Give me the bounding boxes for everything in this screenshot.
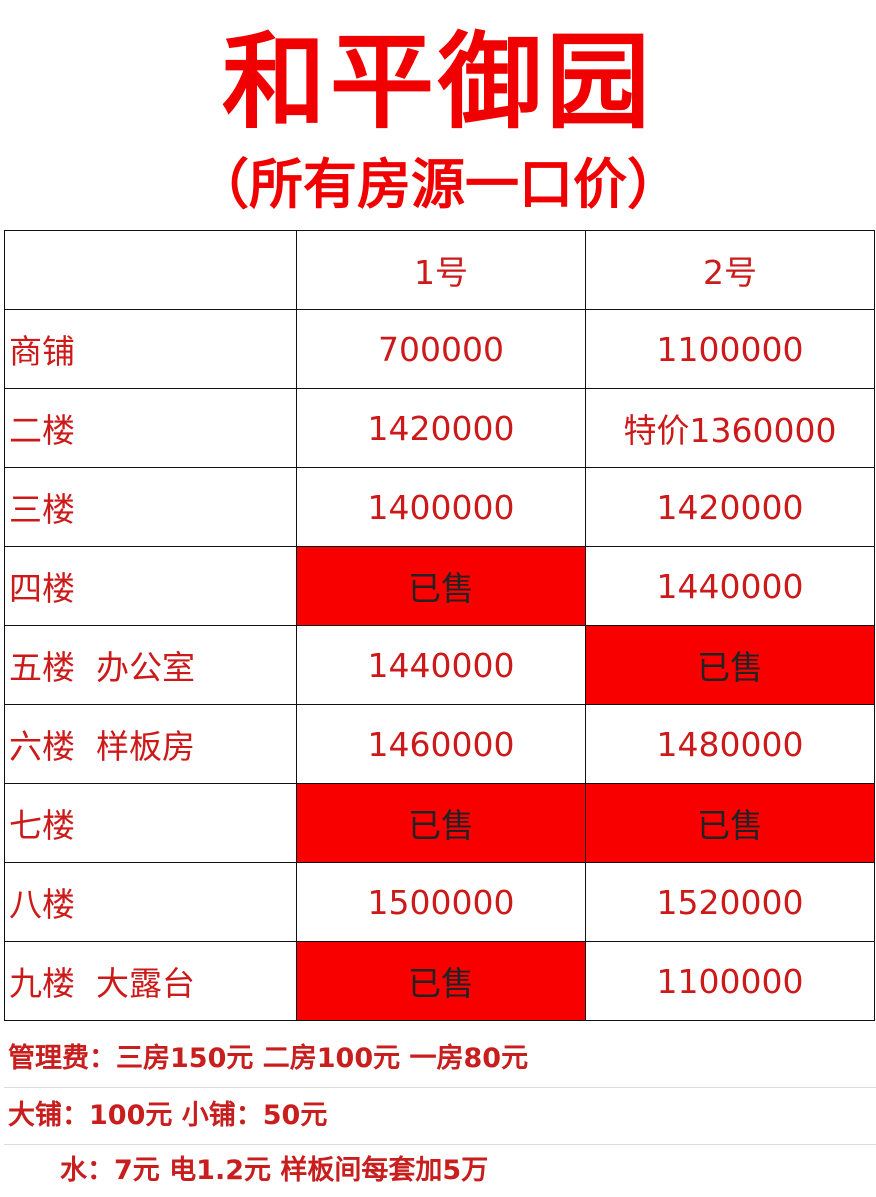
floor-cell: 商铺 <box>4 309 297 389</box>
floor-cell: 三楼 <box>4 467 297 547</box>
unit2-price-cell: 1100000 <box>585 309 875 389</box>
unit1-price-cell: 1420000 <box>296 388 586 468</box>
table-row: 商铺 700000 1100000 <box>4 309 875 389</box>
floor-cell: 四楼 <box>4 546 297 626</box>
floor-cell: 九楼 大露台 <box>4 941 297 1021</box>
shop-fee-note: 大铺：100元 小铺：50元 <box>4 1088 876 1145</box>
header-cell-unit1: 1号 <box>296 230 586 310</box>
unit1-price-cell: 已售 <box>296 941 586 1021</box>
page-title: 和平御园 <box>221 21 654 143</box>
table-header-row: 1号 2号 <box>4 230 875 310</box>
unit1-price-cell: 已售 <box>296 783 586 863</box>
management-fee-note: 管理费：三房150元 二房100元 一房80元 <box>4 1031 876 1088</box>
floor-cell: 二楼 <box>4 388 297 468</box>
floor-cell: 八楼 <box>4 862 297 942</box>
unit2-price-cell: 已售 <box>585 783 875 863</box>
unit2-price-cell: 1420000 <box>585 467 875 547</box>
table-row: 四楼 已售 1440000 <box>4 546 875 626</box>
price-table: 1号 2号 商铺 700000 1100000 二楼 1420000 特价1360000 三… <box>4 230 875 1021</box>
table-row: 八楼 1500000 1520000 <box>4 862 875 942</box>
unit1-price-cell: 已售 <box>296 546 586 626</box>
table-row: 九楼 大露台 已售 1100000 <box>4 941 875 1021</box>
unit2-price-cell: 1100000 <box>585 941 875 1021</box>
header-cell-unit2: 2号 <box>585 230 875 310</box>
header-cell-empty <box>4 230 297 310</box>
unit2-price-cell: 1440000 <box>585 546 875 626</box>
unit1-price-cell: 1500000 <box>296 862 586 942</box>
unit1-price-cell: 700000 <box>296 309 586 389</box>
floor-cell: 六楼 样板房 <box>4 704 297 784</box>
unit1-price-cell: 1460000 <box>296 704 586 784</box>
table-row: 三楼 1400000 1420000 <box>4 467 875 547</box>
utilities-note: 水：7元 电1.2元 样板间每套加5万 <box>60 1155 489 1186</box>
unit2-price-cell: 1480000 <box>585 704 875 784</box>
unit2-price-cell: 已售 <box>585 625 875 705</box>
page-subtitle: （所有房源一口价） <box>195 153 681 216</box>
unit2-price-cell: 特价1360000 <box>585 388 875 468</box>
table-row: 六楼 样板房 1460000 1480000 <box>4 704 875 784</box>
unit1-price-cell: 1440000 <box>296 625 586 705</box>
floor-cell: 五楼 办公室 <box>4 625 297 705</box>
table-row: 五楼 办公室 1440000 已售 <box>4 625 875 705</box>
unit1-price-cell: 1400000 <box>296 467 586 547</box>
unit2-price-cell: 1520000 <box>585 862 875 942</box>
floor-cell: 七楼 <box>4 783 297 863</box>
table-row: 七楼 已售 已售 <box>4 783 875 863</box>
table-row: 二楼 1420000 特价1360000 <box>4 388 875 468</box>
